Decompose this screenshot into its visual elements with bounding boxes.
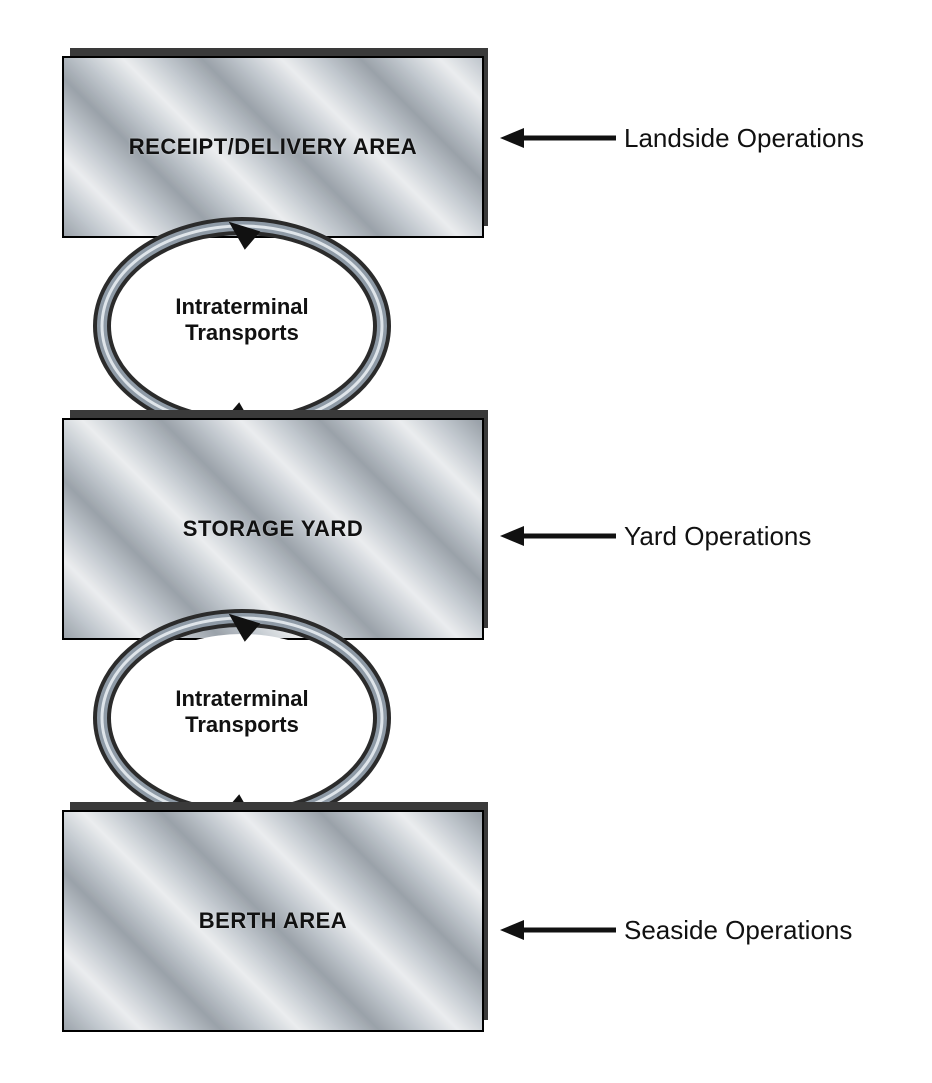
annotation-landside: Landside Operations [498, 122, 864, 154]
annotation-landside-text: Landside Operations [624, 123, 864, 154]
arrow-left-icon [498, 914, 618, 946]
box-storage-yard: STORAGE YARD [62, 418, 480, 636]
annotation-seaside: Seaside Operations [498, 914, 852, 946]
box-storage-label: STORAGE YARD [183, 516, 363, 542]
ellipse-intraterminal-top: Intraterminal Transports [92, 216, 392, 436]
ellipse-bottom-label-line1: Intraterminal [92, 686, 392, 712]
ellipse-intraterminal-bottom: Intraterminal Transports [92, 608, 392, 828]
arrow-left-icon [498, 520, 618, 552]
ellipse-top-label-line1: Intraterminal [92, 294, 392, 320]
box-receipt-label: RECEIPT/DELIVERY AREA [129, 134, 417, 160]
annotation-yard-text: Yard Operations [624, 521, 811, 552]
ellipse-bottom-label-line2: Transports [92, 712, 392, 738]
box-berth-label: BERTH AREA [199, 908, 347, 934]
ellipse-bottom-label: Intraterminal Transports [92, 686, 392, 738]
diagram-canvas: RECEIPT/DELIVERY AREA Intrate [0, 0, 932, 1083]
arrow-left-icon [498, 122, 618, 154]
ellipse-top-label-line2: Transports [92, 320, 392, 346]
annotation-seaside-text: Seaside Operations [624, 915, 852, 946]
box-receipt-delivery: RECEIPT/DELIVERY AREA [62, 56, 480, 234]
ellipse-top-label: Intraterminal Transports [92, 294, 392, 346]
box-berth-area: BERTH AREA [62, 810, 480, 1028]
annotation-yard: Yard Operations [498, 520, 811, 552]
